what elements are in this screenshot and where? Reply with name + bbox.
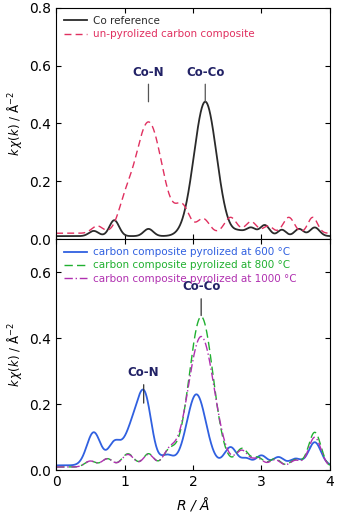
Co reference: [68, 233, 72, 239]
Line: un-pyrolized carbon composite: un-pyrolized carbon composite: [56, 122, 330, 233]
Co reference: [328, 233, 332, 239]
carbon composite pyrolized at 600 °C: [54, 462, 58, 468]
carbon composite pyrolized at 1000 °C: [199, 334, 203, 340]
Y-axis label: $k\,\chi(k)$ / Å$^{-2}$: $k\,\chi(k)$ / Å$^{-2}$: [5, 322, 24, 387]
un-pyrolized carbon composite: [328, 230, 332, 236]
carbon composite pyrolized at 600 °C: [68, 462, 72, 468]
Legend: Co reference, un-pyrolized carbon composite: Co reference, un-pyrolized carbon compos…: [61, 13, 257, 42]
carbon composite pyrolized at 1000 °C: [328, 463, 332, 469]
carbon composite pyrolized at 1000 °C: [68, 464, 72, 470]
carbon composite pyrolized at 600 °C: [141, 387, 145, 393]
carbon composite pyrolized at 800 °C: [320, 447, 324, 453]
un-pyrolized carbon composite: [270, 225, 274, 231]
Co reference: [270, 229, 274, 235]
carbon composite pyrolized at 600 °C: [328, 461, 332, 467]
Line: Co reference: Co reference: [56, 102, 330, 236]
Text: Co-Co: Co-Co: [186, 66, 224, 102]
carbon composite pyrolized at 800 °C: [320, 446, 324, 452]
carbon composite pyrolized at 600 °C: [187, 408, 191, 414]
un-pyrolized carbon composite: [54, 230, 58, 236]
carbon composite pyrolized at 800 °C: [187, 373, 191, 379]
Y-axis label: $k\,\chi(k)$ / Å$^{-2}$: $k\,\chi(k)$ / Å$^{-2}$: [5, 91, 24, 156]
carbon composite pyrolized at 1000 °C: [320, 449, 324, 455]
Co reference: [187, 185, 191, 191]
carbon composite pyrolized at 800 °C: [199, 314, 203, 320]
un-pyrolized carbon composite: [68, 230, 72, 236]
un-pyrolized carbon composite: [320, 228, 324, 234]
Co reference: [54, 233, 58, 239]
carbon composite pyrolized at 800 °C: [270, 456, 274, 463]
Legend: carbon composite pyrolized at 600 °C, carbon composite pyrolized at 800 °C, carb: carbon composite pyrolized at 600 °C, ca…: [61, 244, 299, 287]
carbon composite pyrolized at 600 °C: [320, 451, 324, 457]
un-pyrolized carbon composite: [320, 228, 324, 234]
carbon composite pyrolized at 600 °C: [320, 450, 324, 456]
Text: Co-N: Co-N: [133, 66, 164, 102]
carbon composite pyrolized at 1000 °C: [180, 419, 184, 425]
Co reference: [320, 230, 324, 236]
un-pyrolized carbon composite: [180, 200, 184, 206]
carbon composite pyrolized at 600 °C: [270, 457, 274, 463]
un-pyrolized carbon composite: [187, 212, 191, 218]
X-axis label: $R$ / Å: $R$ / Å: [176, 495, 210, 513]
carbon composite pyrolized at 1000 °C: [270, 457, 274, 464]
carbon composite pyrolized at 1000 °C: [320, 449, 324, 455]
Co reference: [180, 217, 184, 223]
Line: carbon composite pyrolized at 600 °C: carbon composite pyrolized at 600 °C: [56, 390, 330, 465]
carbon composite pyrolized at 1000 °C: [187, 378, 191, 384]
Text: Co-N: Co-N: [128, 366, 159, 403]
Line: carbon composite pyrolized at 1000 °C: carbon composite pyrolized at 1000 °C: [56, 337, 330, 467]
Co reference: [320, 230, 324, 236]
carbon composite pyrolized at 1000 °C: [54, 464, 58, 470]
Text: Co-Co: Co-Co: [182, 280, 220, 316]
carbon composite pyrolized at 800 °C: [180, 421, 184, 427]
carbon composite pyrolized at 800 °C: [328, 462, 332, 468]
carbon composite pyrolized at 600 °C: [180, 438, 184, 445]
Co reference: [203, 99, 207, 105]
un-pyrolized carbon composite: [146, 119, 150, 125]
carbon composite pyrolized at 800 °C: [54, 464, 58, 470]
carbon composite pyrolized at 800 °C: [68, 464, 72, 470]
Line: carbon composite pyrolized at 800 °C: carbon composite pyrolized at 800 °C: [56, 317, 330, 467]
